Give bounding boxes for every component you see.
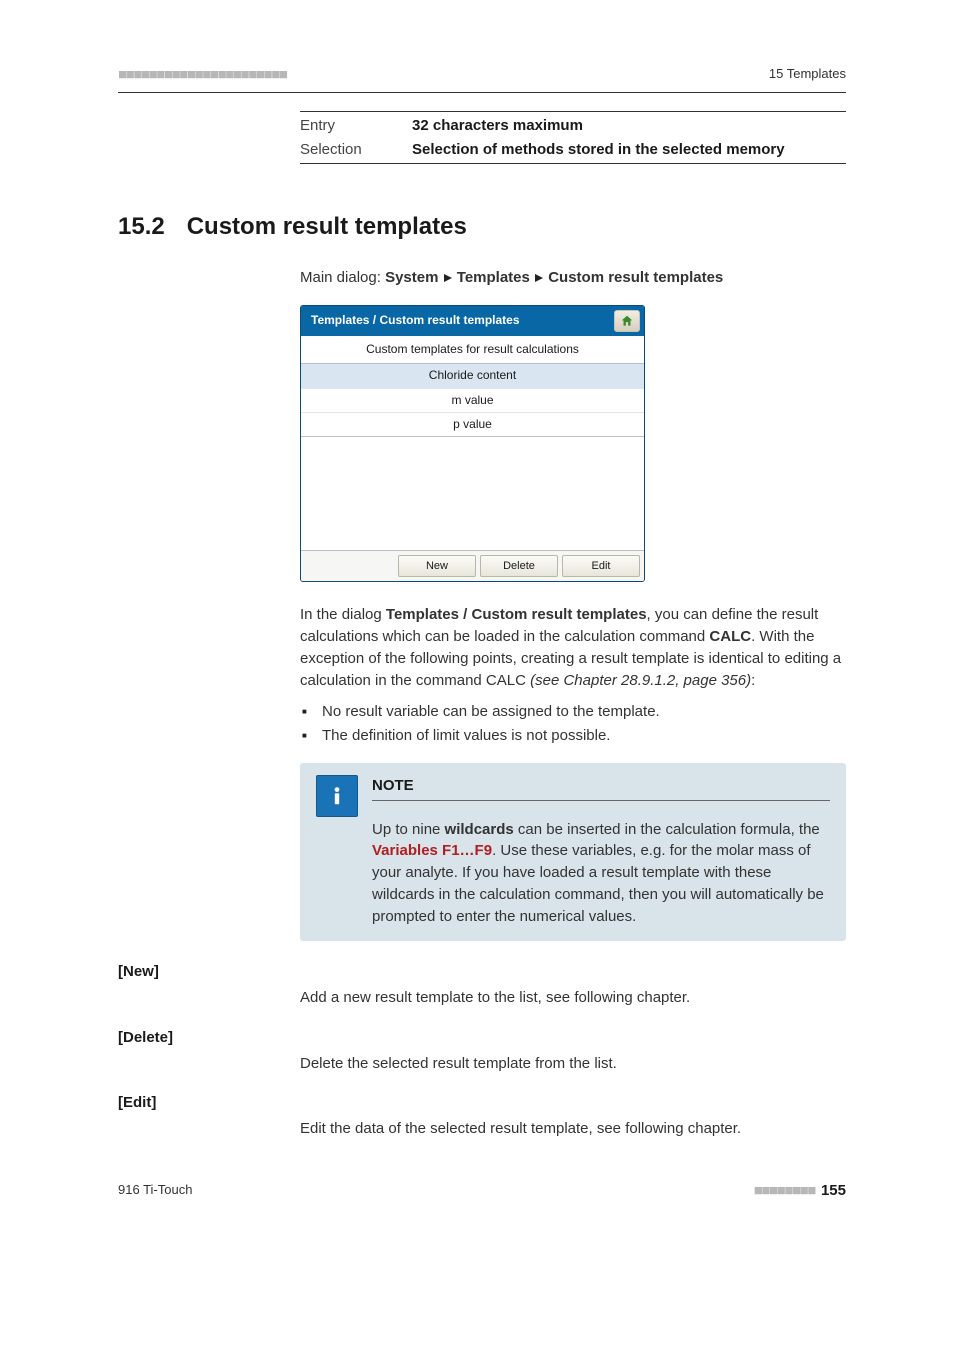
entry-table: Entry 32 characters maximum Selection Se… — [300, 111, 846, 165]
def-edit-label: [Edit] — [118, 1092, 300, 1114]
list-item[interactable]: m value — [301, 389, 644, 413]
def-edit: [Edit] — [118, 1092, 846, 1114]
dialog-titlebar: Templates / Custom result templates — [301, 306, 644, 336]
entry-row2-left: Selection — [300, 139, 412, 161]
dialog-seg2: Templates — [457, 269, 530, 286]
dialog-title: Templates / Custom result templates — [311, 312, 520, 329]
paragraph-1: In the dialog Templates / Custom result … — [300, 604, 846, 691]
template-list: Chloride content m value p value — [301, 364, 644, 437]
section-title: Custom result templates — [187, 210, 467, 245]
def-new-text-body: Add a new result template to the list, s… — [300, 987, 846, 1009]
home-icon — [620, 314, 634, 328]
dialog-prefix: Main dialog: — [300, 269, 385, 286]
new-button[interactable]: New — [398, 555, 476, 577]
entry-row1-left: Entry — [300, 115, 412, 137]
arrow-icon — [534, 273, 544, 283]
dialog-button-bar: New Delete Edit — [301, 551, 644, 581]
list-blank — [301, 437, 644, 551]
dialog-seg3: Custom result templates — [548, 269, 723, 286]
arrow-icon — [443, 273, 453, 283]
footer-page: ■■■■■■■■155 — [754, 1180, 846, 1202]
edit-button[interactable]: Edit — [562, 555, 640, 577]
note-heading: NOTE — [372, 775, 830, 801]
dialog-column-header: Custom templates for result calculations — [301, 336, 644, 364]
list-item[interactable]: Chloride content — [301, 364, 644, 388]
entry-row2-right: Selection of methods stored in the selec… — [412, 139, 846, 161]
home-button[interactable] — [614, 310, 640, 332]
note-box: NOTE Up to nine wildcards can be inserte… — [300, 763, 846, 942]
def-new-label: [New] — [118, 961, 300, 983]
list-item[interactable]: p value — [301, 413, 644, 436]
info-icon — [316, 775, 358, 817]
def-delete-text-body: Delete the selected result template from… — [300, 1053, 846, 1075]
dialog-path: Main dialog: System Templates Custom res… — [300, 267, 846, 289]
header-ticks-left: ■■■■■■■■■■■■■■■■■■■■■■ — [118, 64, 287, 86]
section-number: 15.2 — [118, 210, 165, 245]
bullet-item: The definition of limit values is not po… — [300, 725, 846, 747]
dialog-seg1: System — [385, 269, 438, 286]
footer-ticks: ■■■■■■■■ — [754, 1182, 815, 1199]
entry-rule-top — [300, 111, 846, 112]
page-footer: 916 Ti-Touch ■■■■■■■■155 — [118, 1180, 846, 1202]
def-edit-text-body: Edit the data of the selected result tem… — [300, 1118, 846, 1140]
dialog-screenshot: Templates / Custom result templates Cust… — [300, 305, 645, 583]
def-new-text — [300, 961, 846, 983]
bullet-list: No result variable can be assigned to th… — [300, 701, 846, 747]
def-delete-label: [Delete] — [118, 1027, 300, 1049]
entry-rule-bottom — [300, 163, 846, 164]
header-rule — [118, 92, 846, 93]
note-paragraph: Up to nine wildcards can be inserted in … — [372, 819, 830, 928]
page-header: ■■■■■■■■■■■■■■■■■■■■■■ 15 Templates — [118, 64, 846, 86]
footer-left: 916 Ti-Touch — [118, 1181, 192, 1200]
button-spacer — [305, 555, 394, 577]
section-heading: 15.2 Custom result templates — [118, 210, 846, 245]
entry-row1-right: 32 characters maximum — [412, 115, 846, 137]
header-chapter: 15 Templates — [769, 65, 846, 84]
def-new: [New] — [118, 961, 846, 983]
def-delete: [Delete] — [118, 1027, 846, 1049]
delete-button[interactable]: Delete — [480, 555, 558, 577]
bullet-item: No result variable can be assigned to th… — [300, 701, 846, 723]
